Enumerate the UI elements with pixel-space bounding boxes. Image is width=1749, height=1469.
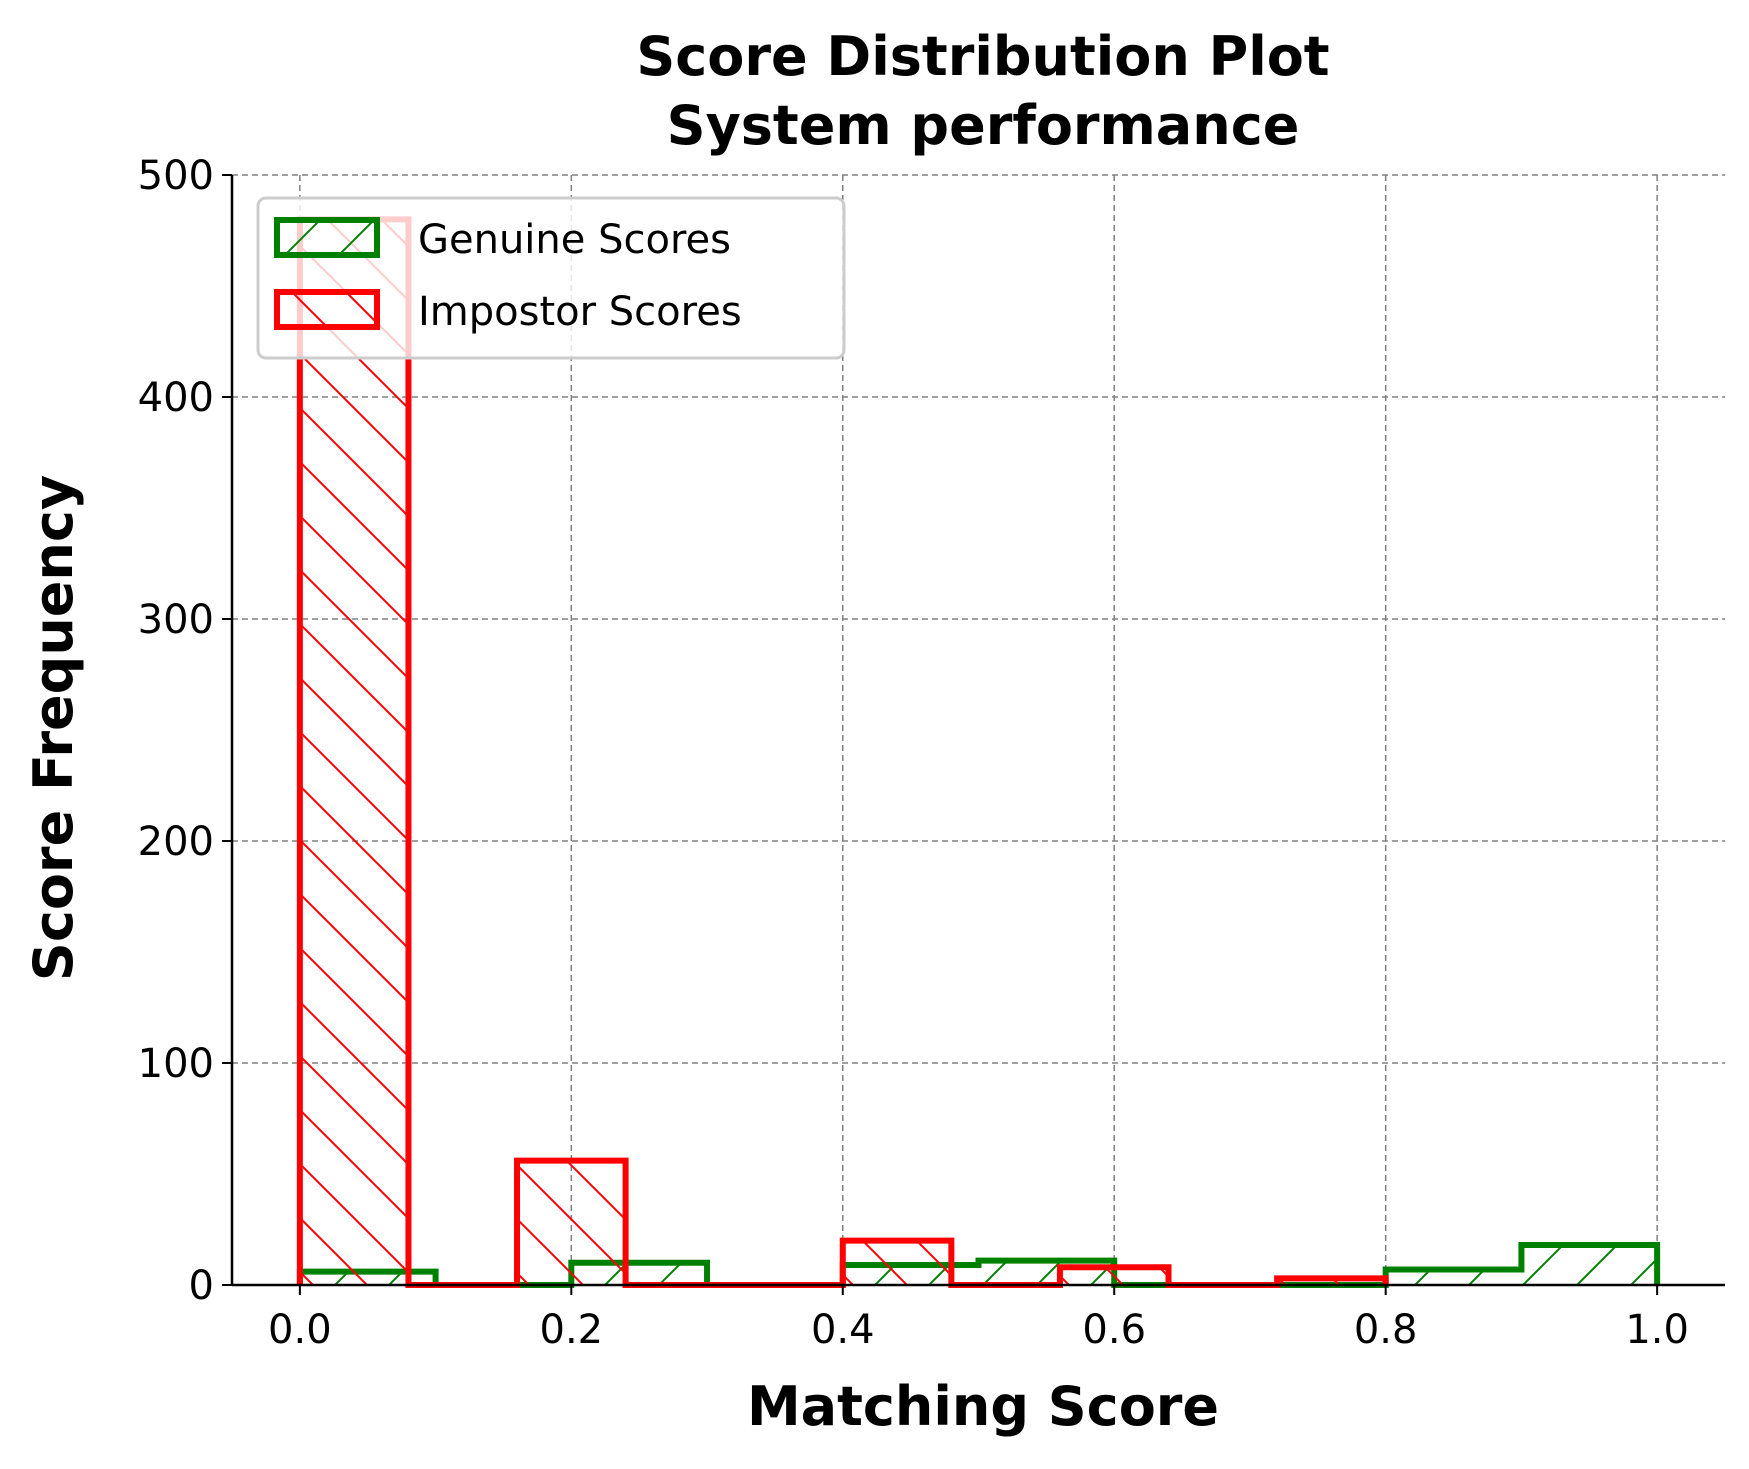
legend: Genuine Scores Impostor Scores xyxy=(256,196,846,360)
legend-swatch-impostor xyxy=(274,289,380,330)
y-tick-label: 400 xyxy=(138,375,214,421)
histogram-bar xyxy=(299,219,409,1285)
y-tick-label: 500 xyxy=(138,153,214,199)
chart-title-line-2: System performance xyxy=(667,94,1300,157)
legend-swatch-genuine xyxy=(274,217,380,258)
legend-label-impostor: Impostor Scores xyxy=(418,289,742,335)
histogram-bar xyxy=(842,1240,952,1285)
bars-layer xyxy=(296,216,1661,1288)
ticks-layer: 0.0 0.2 0.4 0.6 0.8 1.0 0 100 200 300 400 500 xyxy=(138,153,1689,1353)
series-genuine-scores xyxy=(296,1242,1661,1288)
x-tick-label: 0.6 xyxy=(1082,1307,1146,1353)
x-tick-label: 0.2 xyxy=(540,1307,604,1353)
y-tick-label: 100 xyxy=(138,1041,214,1087)
histogram-bar xyxy=(1385,1269,1522,1285)
y-axis-label: Score Frequency xyxy=(22,475,85,981)
y-tick-label: 300 xyxy=(138,597,214,643)
y-tick-label: 200 xyxy=(138,819,214,865)
histogram-bar xyxy=(1059,1267,1169,1285)
chart-title-line-1: Score Distribution Plot xyxy=(636,25,1329,88)
histogram-bar xyxy=(517,1160,626,1285)
legend-frame xyxy=(256,196,846,360)
axes-layer xyxy=(230,175,1725,1287)
x-tick-label: 0.4 xyxy=(811,1307,875,1353)
x-axis-label: Matching Score xyxy=(747,1375,1219,1438)
x-tick-label: 0.0 xyxy=(268,1307,332,1353)
y-tick-label: 0 xyxy=(189,1263,214,1309)
x-tick-label: 1.0 xyxy=(1625,1307,1689,1353)
legend-label-genuine: Genuine Scores xyxy=(418,217,731,263)
histogram-bar xyxy=(1521,1245,1658,1285)
histogram-bar xyxy=(1277,1278,1386,1285)
x-tick-label: 0.8 xyxy=(1354,1307,1418,1353)
